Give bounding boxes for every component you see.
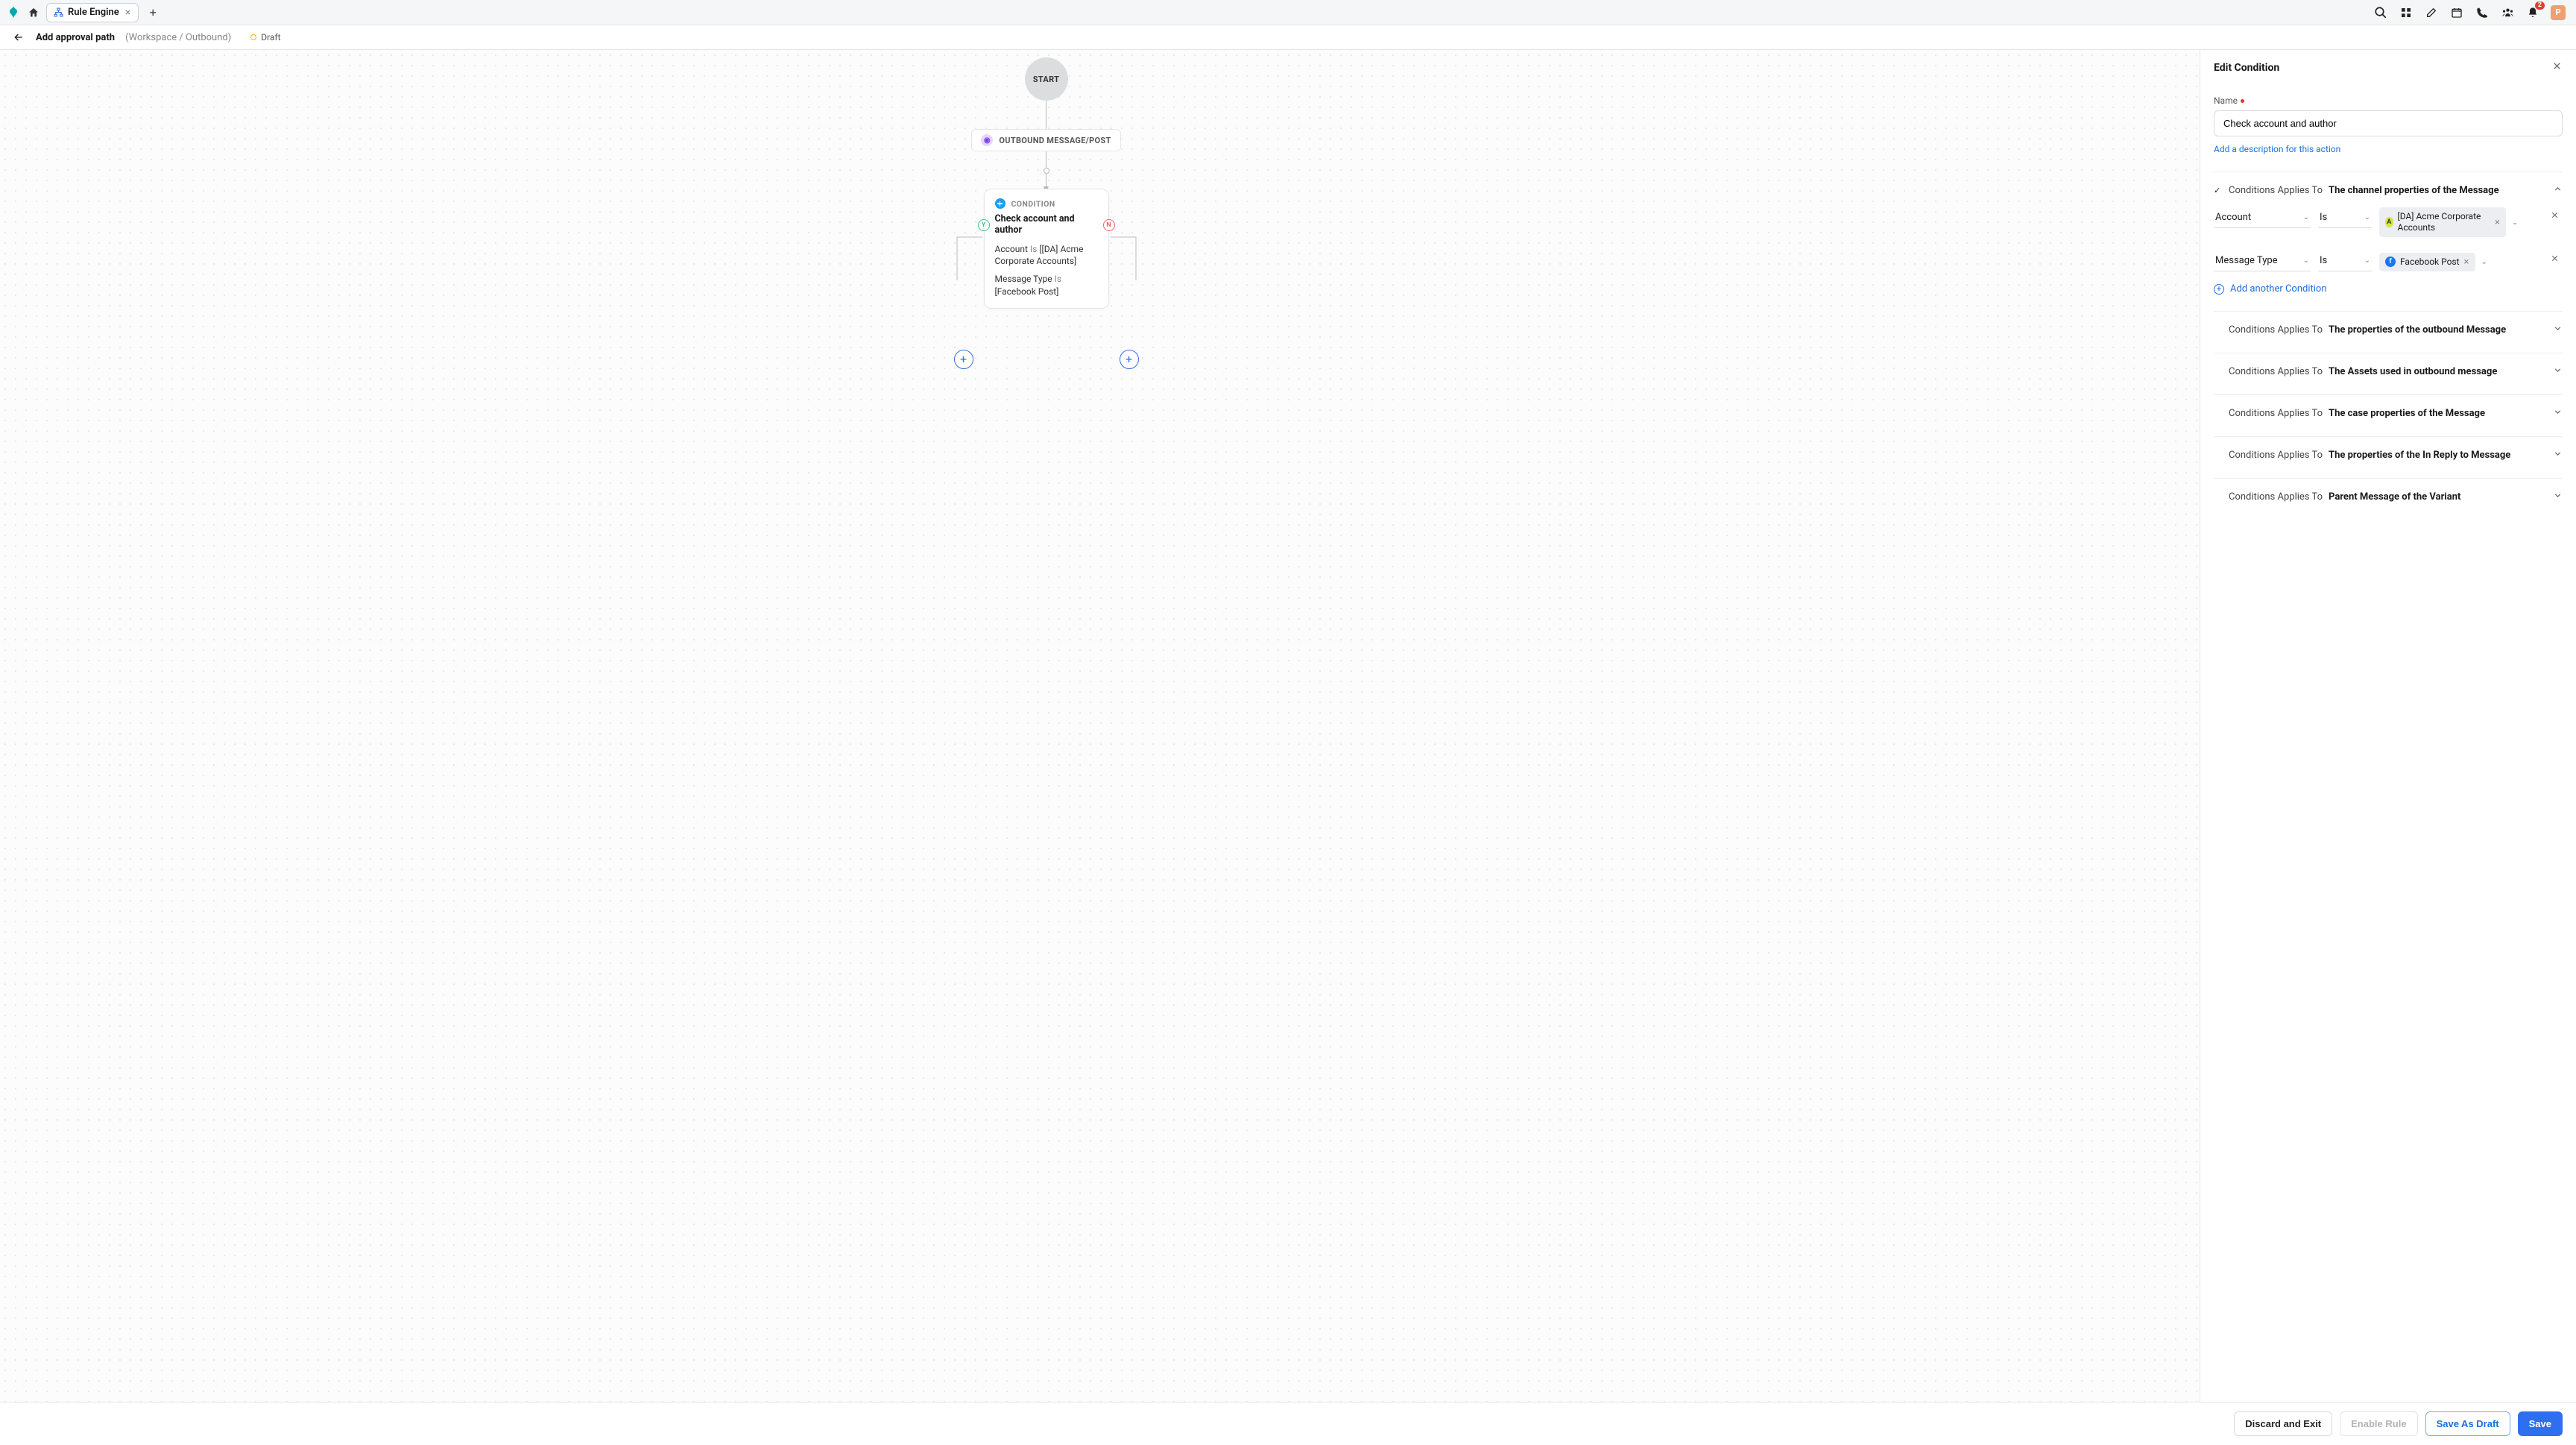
phone-icon[interactable]: [2475, 5, 2490, 20]
condition-line-1: Account Is [[DA] Acme Corporate Accounts…: [995, 243, 1098, 267]
save-draft-button[interactable]: Save As Draft: [2425, 1411, 2510, 1436]
condition-title: Check account and author: [995, 213, 1098, 236]
no-badge: N: [1103, 219, 1115, 231]
remove-row-icon[interactable]: [2547, 207, 2563, 226]
trigger-chip[interactable]: ◉ OUTBOUND MESSAGE/POST: [971, 129, 1120, 151]
remove-tag-icon[interactable]: ×: [2495, 217, 2500, 228]
status-label: Draft: [261, 32, 280, 42]
value-tag-account: A [DA] Acme Corporate Accounts ×: [2379, 207, 2506, 237]
search-icon[interactable]: [2373, 5, 2388, 20]
chevron-down-icon: ⌄: [2303, 213, 2309, 221]
condition-line-2: Message Type Is [Facebook Post]: [995, 273, 1098, 297]
chevron-down-icon: ⌄: [2364, 256, 2370, 265]
status-dot-icon: [250, 34, 256, 40]
chevron-down-icon: [2553, 407, 2563, 420]
operator-select-is[interactable]: Is⌄: [2318, 251, 2372, 271]
chevron-down-icon: ⌄: [2303, 256, 2309, 265]
name-input[interactable]: [2214, 110, 2563, 136]
subheader: Add approval path (Workspace / Outbound)…: [0, 25, 2576, 50]
breadcrumb: (Workspace / Outbound): [125, 32, 231, 43]
chevron-down-icon: ⌄: [2364, 213, 2370, 221]
enable-rule-button[interactable]: Enable Rule: [2340, 1411, 2417, 1436]
add-no-branch-button[interactable]: +: [1120, 350, 1139, 369]
field-select-message-type[interactable]: Message Type⌄: [2214, 251, 2311, 271]
section-case-properties[interactable]: Conditions Applies To The case propertie…: [2214, 407, 2563, 420]
condition-row-account: Account⌄ Is⌄ A [DA] Acme Corporate Accou…: [2214, 207, 2563, 237]
section-assets[interactable]: Conditions Applies To The Assets used in…: [2214, 365, 2563, 378]
notifications-icon[interactable]: 2: [2525, 5, 2540, 20]
app-logo: [6, 5, 21, 20]
section-parent-variant[interactable]: Conditions Applies To Parent Message of …: [2214, 491, 2563, 503]
hierarchy-icon: [53, 7, 63, 18]
account-avatar-icon: A: [2385, 217, 2393, 227]
chevron-down-icon: [2553, 491, 2563, 503]
remove-tag-icon[interactable]: ×: [2464, 256, 2469, 268]
page-title: Add approval path: [36, 32, 115, 43]
condition-icon: [995, 198, 1006, 209]
calendar-icon[interactable]: [2449, 5, 2464, 20]
check-icon: ✓: [2214, 186, 2223, 195]
name-label: Name: [2214, 95, 2563, 106]
operator-select-is[interactable]: Is⌄: [2318, 207, 2372, 228]
add-description-link[interactable]: Add a description for this action: [2214, 144, 2340, 154]
home-icon[interactable]: [27, 6, 40, 19]
field-select-account[interactable]: Account⌄: [2214, 207, 2311, 228]
chevron-down-icon: [2553, 449, 2563, 462]
chevron-up-icon: [2553, 184, 2563, 197]
team-icon[interactable]: [2500, 5, 2515, 20]
apps-icon[interactable]: [2399, 5, 2414, 20]
plus-circle-icon: +: [2214, 284, 2224, 295]
add-condition-button[interactable]: + Add another Condition: [2214, 283, 2563, 295]
start-node[interactable]: START: [1025, 57, 1068, 101]
section-channel-properties[interactable]: ✓ Conditions Applies To The channel prop…: [2214, 184, 2563, 197]
section-reply-properties[interactable]: Conditions Applies To The properties of …: [2214, 449, 2563, 462]
chevron-down-icon: [2553, 324, 2563, 336]
save-button[interactable]: Save: [2518, 1411, 2563, 1436]
trigger-label: OUTBOUND MESSAGE/POST: [999, 136, 1111, 145]
yes-badge: Y: [978, 219, 990, 231]
topbar: Rule Engine × + 2 P: [0, 0, 2576, 25]
chevron-down-icon: [2553, 365, 2563, 378]
condition-row-message-type: Message Type⌄ Is⌄ f Facebook Post × ⌄: [2214, 251, 2563, 273]
facebook-icon: f: [2385, 256, 2396, 267]
new-tab-button[interactable]: +: [145, 4, 161, 21]
close-icon[interactable]: [2551, 60, 2563, 75]
value-dropdown-icon[interactable]: ⌄: [2480, 254, 2489, 271]
value-dropdown-icon[interactable]: ⌄: [2510, 214, 2519, 231]
edit-condition-panel: Edit Condition Name Add a description fo…: [2200, 50, 2576, 1402]
avatar[interactable]: P: [2551, 5, 2566, 20]
required-dot-icon: [2241, 99, 2244, 103]
discard-button[interactable]: Discard and Exit: [2234, 1411, 2332, 1436]
flow-canvas[interactable]: START ◉ OUTBOUND MESSAGE/POST ▼ Y N: [0, 50, 2200, 1402]
panel-title: Edit Condition: [2214, 62, 2279, 74]
connector-dot: [1044, 168, 1049, 174]
value-tag-facebook: f Facebook Post ×: [2379, 253, 2475, 271]
compose-icon[interactable]: [2424, 5, 2439, 20]
condition-type-label: CONDITION: [1011, 199, 1055, 209]
message-icon: ◉: [981, 134, 993, 146]
notification-badge: 2: [2535, 1, 2545, 10]
condition-card[interactable]: Y N CONDITION Check account and author A…: [984, 189, 1109, 309]
add-yes-branch-button[interactable]: +: [954, 350, 973, 369]
remove-row-icon[interactable]: [2547, 251, 2563, 269]
tab-rule-engine[interactable]: Rule Engine ×: [46, 3, 139, 22]
section-outbound-properties[interactable]: Conditions Applies To The properties of …: [2214, 324, 2563, 336]
footer: Discard and Exit Enable Rule Save As Dra…: [0, 1402, 2576, 1445]
tab-close-icon[interactable]: ×: [124, 7, 132, 19]
back-arrow-icon[interactable]: [12, 31, 25, 44]
tab-label: Rule Engine: [68, 7, 119, 18]
status-badge: Draft: [250, 32, 280, 42]
